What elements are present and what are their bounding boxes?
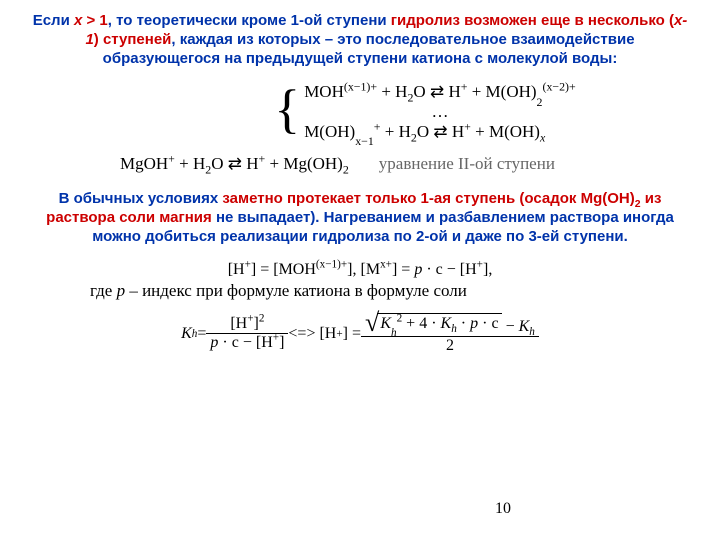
sqrt-icon: √ Kh2 + 4 · Kh · p · c	[365, 313, 502, 333]
t: ] = [MOH	[251, 261, 316, 278]
t: ]	[279, 334, 284, 351]
t: −	[502, 318, 519, 335]
t: K	[441, 315, 452, 332]
t: , то теоретически кроме 1-ой ступени	[108, 12, 391, 29]
t: 2	[343, 163, 349, 177]
t: · c	[478, 315, 498, 332]
conditions-paragraph: В обычных условиях заметно протекает тол…	[30, 190, 690, 246]
t: ] =	[392, 261, 414, 278]
t: ],	[483, 261, 492, 278]
eq-label: уравнение II-ой ступени	[379, 154, 555, 174]
t: [H	[228, 261, 245, 278]
p-definition: где p – индекс при формуле катиона в фор…	[30, 281, 690, 301]
t: + H	[175, 154, 205, 173]
t: + M(OH)	[471, 122, 540, 141]
t: ], [M	[347, 261, 380, 278]
t: +	[168, 152, 175, 166]
eq-dots: …	[304, 102, 576, 122]
t: · c − [H	[218, 334, 272, 351]
t: · c − [H	[422, 261, 476, 278]
t: ] =	[343, 325, 361, 343]
t: K	[519, 318, 530, 335]
t: x	[540, 131, 545, 145]
t: > 1	[82, 12, 107, 29]
intro-paragraph: Если x > 1, то теоретически кроме 1-ой с…	[30, 12, 690, 68]
t: p	[117, 281, 126, 300]
eq-line-1: MOH(x−1)+ + H2O ⇄ H+ + M(OH)2(x−2)+	[304, 82, 576, 102]
kh-equation: Kh = [H+]2 p · c − [H+] <=> [H+] = √ Kh2…	[30, 313, 690, 355]
mg-equation: MgOH+ + H2O ⇄ H+ + Mg(OH)2 уравнение II-…	[30, 154, 690, 174]
concentration-equation: [H+] = [MOH(x−1)+], [Mx+] = p · c − [H+]…	[30, 261, 690, 279]
t: гидролиз возможен еще в несколько (	[391, 12, 674, 29]
t: O ⇄ H	[211, 154, 258, 173]
t: Если	[33, 12, 74, 29]
eq-line-2: M(OH)x−1+ + H2O ⇄ H+ + M(OH)x	[304, 122, 576, 142]
t: 2	[361, 337, 539, 355]
t: h	[529, 326, 535, 338]
brace-icon: {	[274, 82, 300, 142]
t: ·	[457, 315, 470, 332]
t: + M(OH)	[467, 82, 536, 101]
t: заметно протекает только 1-ая ступень	[222, 190, 515, 207]
t: +	[464, 120, 471, 134]
t: + Mg(OH)	[265, 154, 343, 173]
t: h	[391, 327, 397, 339]
t: O ⇄ H	[413, 82, 460, 101]
t: [H	[230, 315, 247, 332]
t: + H	[377, 82, 407, 101]
t: (x−1)+	[316, 258, 347, 270]
t: + H	[381, 122, 411, 141]
fraction-1: [H+]2 p · c − [H+]	[206, 315, 288, 352]
t: x−1	[355, 134, 374, 148]
t: В обычных условиях	[59, 190, 223, 207]
t: 2	[537, 95, 543, 109]
t: <=> [H	[288, 325, 336, 343]
page-number: 10	[495, 500, 511, 518]
t: K	[380, 315, 391, 332]
t: ) ступеней	[94, 31, 172, 48]
t: MgOH	[120, 154, 168, 173]
t: +	[374, 120, 381, 134]
t: K	[181, 325, 192, 343]
t: p	[470, 315, 478, 332]
t: – индекс при формуле катиона в формуле с…	[125, 281, 467, 300]
equation-system: { MOH(x−1)+ + H2O ⇄ H+ + M(OH)2(x−2)+ … …	[160, 82, 690, 142]
t: (x−1)+	[344, 80, 377, 94]
t: , каждая из которых – это последовательн…	[103, 31, 635, 67]
t: x+	[380, 258, 392, 270]
t: + 4 ·	[402, 315, 440, 332]
t: =	[197, 325, 206, 343]
t: (x−2)+	[543, 80, 576, 94]
t: 2	[259, 313, 265, 325]
fraction-2: √ Kh2 + 4 · Kh · p · c − Kh 2	[361, 313, 539, 355]
t: где	[90, 281, 117, 300]
t: не выпадает	[216, 209, 310, 226]
t: O ⇄ H	[417, 122, 464, 141]
t: (осадок Mg(OH)	[515, 190, 635, 207]
t: MOH	[304, 82, 344, 101]
t: M(OH)	[304, 122, 355, 141]
